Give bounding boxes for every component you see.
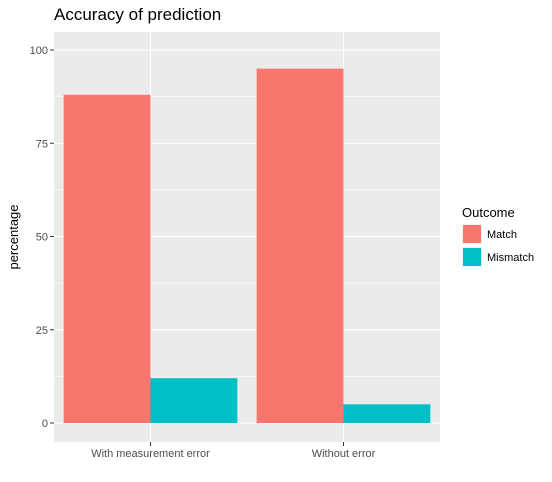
y-tick-label: 75 xyxy=(36,138,48,150)
legend-label: Mismatch xyxy=(487,252,534,264)
bars xyxy=(63,68,431,424)
y-tick-label: 100 xyxy=(30,45,48,57)
y-axis: 0 25 50 75 100 xyxy=(30,45,54,430)
x-tick-label: Without error xyxy=(312,448,376,460)
x-tick-label: With measurement error xyxy=(91,448,210,460)
x-axis: With measurement error Without error xyxy=(91,442,376,460)
y-tick-label: 0 xyxy=(42,418,48,430)
legend-title: Outcome xyxy=(462,205,515,220)
legend-key-mismatch xyxy=(463,248,481,266)
y-axis-title: percentage xyxy=(6,204,21,269)
legend-label: Match xyxy=(487,229,517,241)
legend-key-match xyxy=(463,225,481,243)
bar-match-1 xyxy=(63,94,151,423)
y-tick-label: 50 xyxy=(36,232,48,244)
legend: Outcome Match Mismatch xyxy=(462,205,534,267)
bar-mismatch-2 xyxy=(343,404,431,423)
y-tick-label: 25 xyxy=(36,325,48,337)
bar-match-2 xyxy=(256,68,344,424)
bar-mismatch-1 xyxy=(150,378,238,423)
chart-title: Accuracy of prediction xyxy=(54,5,221,24)
